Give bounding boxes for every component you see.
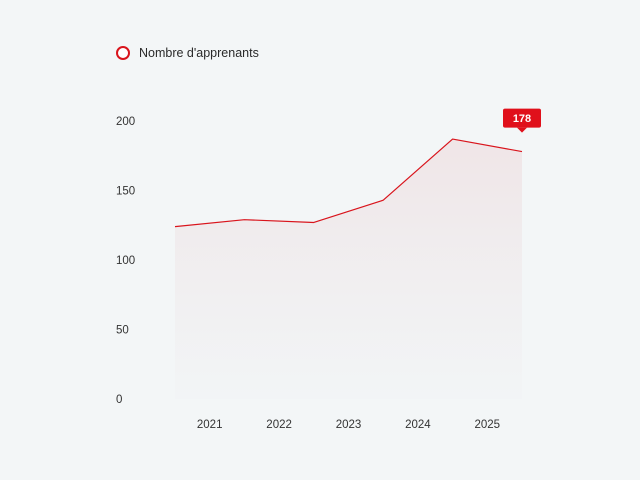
series-area	[175, 139, 522, 399]
value-badge-pointer	[517, 127, 527, 133]
legend[interactable]: Nombre d'apprenants	[116, 46, 259, 60]
legend-label: Nombre d'apprenants	[139, 46, 259, 60]
x-tick-label: 2024	[405, 419, 431, 431]
x-tick-label: 2022	[266, 419, 292, 431]
value-badge-box	[503, 108, 541, 128]
y-tick-label: 0	[116, 394, 122, 406]
value-badge: 178	[503, 108, 541, 133]
legend-marker-icon	[116, 46, 130, 60]
value-badge-label: 178	[513, 113, 531, 125]
x-tick-label: 2025	[475, 419, 501, 431]
y-tick-label: 150	[116, 186, 135, 198]
x-tick-label: 2023	[336, 419, 362, 431]
y-tick-label: 200	[116, 116, 135, 128]
series-line	[174, 138, 523, 228]
x-tick-label: 2021	[197, 419, 223, 431]
y-tick-label: 100	[116, 255, 135, 267]
y-tick-label: 50	[116, 325, 129, 337]
